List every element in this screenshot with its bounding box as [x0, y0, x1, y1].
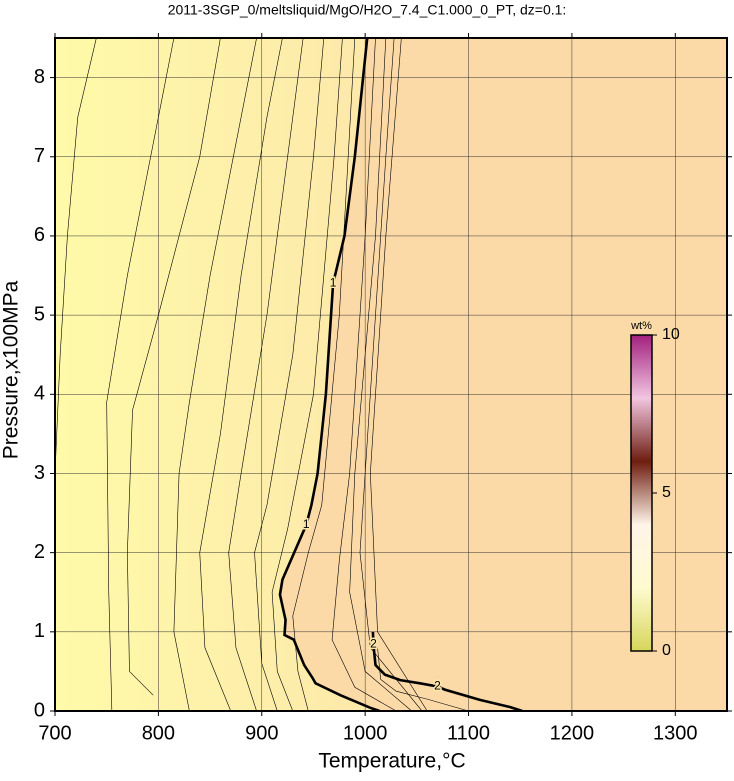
y-tick-label: 0	[34, 699, 45, 721]
colorbar	[630, 334, 653, 652]
contour-line	[173, 38, 257, 711]
contour-line	[370, 38, 428, 711]
contour-line	[55, 38, 97, 474]
y-tick-label: 6	[34, 224, 45, 246]
plot-frame	[54, 37, 728, 712]
contour-line	[292, 38, 356, 711]
contour-label: 1	[330, 276, 337, 290]
colorbar-tick-label: 5	[662, 484, 671, 501]
y-axis-label: Pressure,x100MPa	[0, 280, 23, 459]
contour-line	[199, 38, 283, 711]
x-tick-label: 900	[245, 722, 278, 744]
contour-line	[278, 38, 381, 711]
contour-line	[349, 38, 412, 711]
chart-title: 2011-3SGP_0/meltsliquid/MgO/H2O_7.4_C1.0…	[168, 2, 567, 18]
y-tick-label: 3	[34, 462, 45, 484]
x-tick-label: 800	[142, 722, 175, 744]
contour-label: 2	[434, 679, 441, 693]
x-tick-label: 1100	[447, 722, 490, 744]
y-tick-label: 1	[34, 620, 45, 642]
contours	[55, 38, 523, 711]
contour-line	[371, 631, 523, 711]
contour-line	[254, 38, 325, 711]
y-tick-label: 7	[34, 145, 45, 167]
x-tick-label: 1000	[343, 722, 388, 744]
y-tick-label: 4	[34, 383, 45, 405]
colorbar-tick-label: 0	[662, 642, 671, 659]
contour-line	[359, 38, 423, 711]
y-tick-label: 2	[34, 541, 45, 563]
x-axis-label: Temperature,°C	[318, 750, 465, 773]
y-tick-label: 8	[34, 66, 45, 88]
contour-label: 2	[370, 637, 377, 651]
x-tick-label: 700	[38, 722, 71, 744]
x-tick-label: 1200	[550, 722, 595, 744]
y-tick-label: 5	[34, 303, 45, 325]
contour-line	[377, 647, 469, 711]
contour-line	[271, 38, 343, 711]
contour-line	[127, 38, 221, 696]
contour-line	[228, 38, 304, 711]
contour-label: 1	[303, 517, 310, 531]
x-tick-label: 1300	[653, 722, 698, 744]
contour-line	[331, 38, 397, 711]
contour-line	[106, 38, 175, 711]
colorbar-tick-label: 10	[662, 326, 680, 343]
colorbar-label: wt%	[630, 320, 652, 332]
